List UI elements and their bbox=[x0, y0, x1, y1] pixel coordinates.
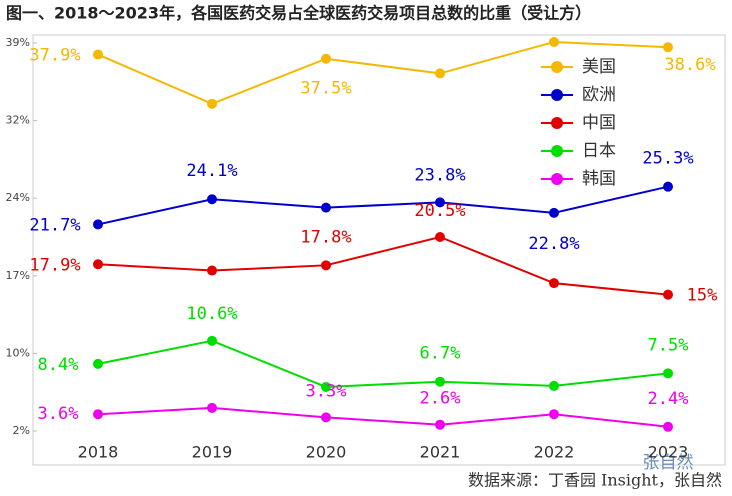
data-label: 38.6% bbox=[664, 55, 715, 75]
legend-marker bbox=[551, 89, 563, 101]
data-point bbox=[549, 409, 559, 420]
data-label: 2.6% bbox=[420, 389, 461, 409]
legend-marker bbox=[551, 117, 563, 129]
legend-label: 美国 bbox=[582, 57, 616, 77]
data-point bbox=[321, 202, 331, 213]
legend-marker bbox=[551, 61, 563, 73]
chart-title: 图一、2018～2023年，各国医药交易占全球医药交易项目总数的比重（受让方） bbox=[6, 4, 591, 23]
legend-label: 韩国 bbox=[582, 169, 616, 189]
data-point bbox=[435, 68, 445, 79]
data-label: 3.6% bbox=[38, 404, 79, 424]
data-point bbox=[549, 278, 559, 289]
legend-marker bbox=[551, 145, 563, 157]
data-point bbox=[321, 381, 331, 392]
data-label: 21.7% bbox=[29, 215, 80, 235]
data-label: 2.4% bbox=[648, 389, 689, 409]
data-label: 20.5% bbox=[414, 201, 465, 221]
x-tick-label: 2020 bbox=[306, 443, 347, 462]
data-label: 37.5% bbox=[300, 79, 351, 99]
series-line bbox=[97, 406, 669, 428]
data-point bbox=[93, 219, 103, 230]
data-point bbox=[93, 358, 103, 369]
data-point bbox=[549, 36, 559, 47]
x-tick-label: 2019 bbox=[192, 443, 233, 462]
data-label: 17.8% bbox=[300, 227, 351, 247]
x-tick-label: 2021 bbox=[420, 443, 461, 462]
legend-label: 中国 bbox=[582, 113, 616, 133]
y-tick-label: 32% bbox=[6, 114, 30, 127]
data-label: 15% bbox=[687, 286, 718, 306]
data-point bbox=[435, 376, 445, 387]
data-label: 10.6% bbox=[186, 304, 237, 324]
series-line bbox=[97, 339, 669, 388]
plot-frame bbox=[32, 34, 726, 466]
data-point bbox=[663, 421, 673, 432]
data-point bbox=[207, 98, 217, 109]
series-line bbox=[97, 40, 669, 105]
data-point bbox=[93, 409, 103, 420]
data-point bbox=[663, 289, 673, 300]
data-point bbox=[663, 368, 673, 379]
data-point bbox=[435, 419, 445, 430]
data-point bbox=[663, 181, 673, 192]
y-tick-label: 17% bbox=[6, 269, 30, 282]
data-label: 24.1% bbox=[186, 161, 237, 181]
data-label: 37.9% bbox=[29, 46, 80, 66]
legend-marker bbox=[551, 173, 563, 185]
data-point bbox=[207, 335, 217, 346]
data-point bbox=[435, 197, 445, 208]
watermark: 张自然 bbox=[643, 453, 694, 473]
legend-label: 日本 bbox=[582, 141, 616, 161]
series-line bbox=[97, 235, 669, 296]
data-point bbox=[207, 265, 217, 276]
data-point bbox=[207, 194, 217, 205]
data-point bbox=[549, 207, 559, 218]
data-point bbox=[93, 49, 103, 60]
y-tick-label: 24% bbox=[6, 191, 30, 204]
y-tick-label: 39% bbox=[6, 36, 30, 49]
legend-label: 欧洲 bbox=[582, 85, 616, 105]
y-tick-label: 10% bbox=[6, 346, 30, 359]
y-tick-label: 2% bbox=[13, 424, 30, 437]
data-label: 3.3% bbox=[306, 381, 347, 401]
x-tick-label: 2022 bbox=[534, 443, 575, 462]
x-tick-label: 2023 bbox=[648, 443, 689, 462]
data-label: 17.9% bbox=[29, 255, 80, 275]
data-point bbox=[549, 380, 559, 391]
data-point bbox=[207, 402, 217, 413]
data-point bbox=[321, 260, 331, 271]
series-line bbox=[97, 185, 669, 226]
data-label: 22.8% bbox=[528, 234, 579, 254]
data-label: 8.4% bbox=[38, 355, 79, 375]
data-label: 23.8% bbox=[414, 165, 465, 185]
data-point bbox=[435, 232, 445, 242]
data-point bbox=[93, 259, 103, 270]
data-label: 7.5% bbox=[648, 335, 689, 355]
data-point bbox=[663, 42, 673, 53]
x-tick-label: 2018 bbox=[78, 443, 119, 462]
data-point bbox=[321, 412, 331, 423]
data-point bbox=[321, 53, 331, 64]
source-note: 数据来源：丁香园 Insight，张自然 bbox=[468, 471, 722, 490]
data-label: 6.7% bbox=[420, 344, 461, 364]
data-label: 25.3% bbox=[642, 149, 693, 169]
